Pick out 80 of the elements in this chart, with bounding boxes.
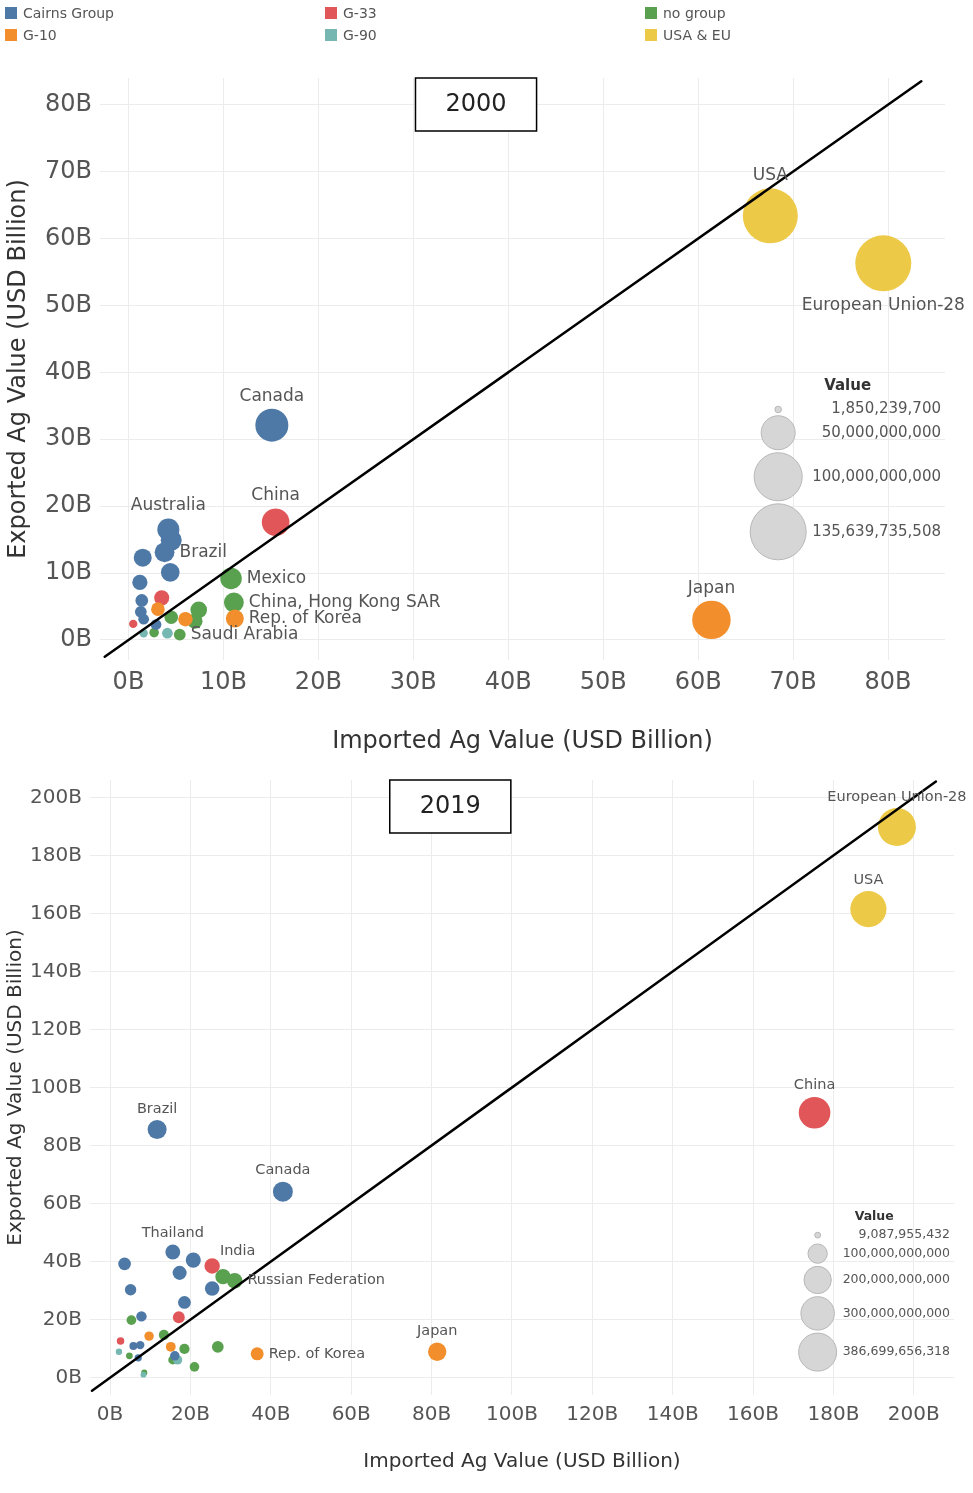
- annotation: USA: [853, 870, 884, 887]
- x-tick-label: 100B: [486, 1401, 538, 1426]
- annotation: Value: [824, 376, 872, 395]
- y-tick-label: 140B: [30, 957, 82, 982]
- y-tick-label: 50B: [44, 289, 92, 318]
- legend-label: 9,087,955,432: [858, 1226, 950, 1242]
- annotation: Brazil: [136, 1099, 178, 1116]
- annotation: Value: [854, 1207, 894, 1223]
- x-tick-label: 50B: [579, 666, 627, 695]
- annotation: Canada: [255, 1161, 311, 1178]
- annotation: China: [793, 1076, 836, 1093]
- annotation: Canada: [239, 384, 305, 405]
- text: 2000: [445, 88, 507, 117]
- x-tick-label: 10B: [199, 666, 247, 695]
- y-tick-label: 60B: [42, 1189, 82, 1214]
- x-tick-label: 80B: [412, 1401, 452, 1426]
- y-tick-label: 20B: [42, 1305, 82, 1330]
- x-tick-label: 80B: [864, 666, 912, 695]
- y-tick-label: 80B: [42, 1131, 82, 1156]
- y-tick-label: 0B: [60, 624, 92, 653]
- x-tick-label: 200B: [887, 1401, 940, 1426]
- annotation: Mexico: [246, 566, 307, 587]
- text: 2019: [419, 790, 481, 819]
- x-axis-title: Imported Ag Value (USD Billion): [363, 1448, 681, 1473]
- x-tick-label: 30B: [389, 666, 437, 695]
- legend-label: 200,000,000,000: [842, 1271, 951, 1287]
- legend-label: 50,000,000,000: [821, 422, 941, 441]
- x-axis-title: Imported Ag Value (USD Billion): [332, 725, 713, 754]
- legend-label: G-10: [23, 27, 57, 43]
- y-tick-label: 20B: [44, 490, 92, 519]
- x-tick-label: 160B: [727, 1401, 780, 1426]
- legend-label: 1,850,239,700: [831, 399, 941, 418]
- legend-label: 100,000,000,000: [812, 466, 941, 485]
- y-tick-label: 200B: [30, 783, 82, 808]
- y-tick-label: 80B: [44, 88, 92, 117]
- x-tick-label: 0B: [96, 1401, 124, 1426]
- y-axis-title: Exported Ag Value (USD Billion): [2, 929, 27, 1246]
- y-tick-label: 160B: [30, 899, 82, 924]
- annotation: USA: [752, 164, 789, 185]
- annotation: European Union-28: [801, 294, 965, 315]
- x-tick-label: 40B: [484, 666, 532, 695]
- y-tick-label: 70B: [44, 155, 92, 184]
- y-tick-label: 180B: [30, 841, 82, 866]
- annotation: Japan: [686, 576, 736, 597]
- y-tick-label: 40B: [42, 1247, 82, 1272]
- y-tick-label: 30B: [44, 423, 92, 452]
- annotation: Australia: [130, 494, 206, 515]
- x-tick-label: 40B: [251, 1401, 291, 1426]
- annotation: Rep. of Korea: [268, 1344, 366, 1361]
- legend-label: G-33: [343, 5, 377, 21]
- x-tick-label: 20B: [294, 666, 342, 695]
- legend-label: 386,699,656,318: [842, 1343, 951, 1359]
- x-tick-label: 70B: [769, 666, 817, 695]
- annotation: India: [219, 1241, 256, 1258]
- annotation: Japan: [415, 1322, 458, 1339]
- x-tick-label: 60B: [674, 666, 722, 695]
- annotation: Russian Federation: [247, 1271, 386, 1288]
- y-tick-label: 120B: [30, 1015, 82, 1040]
- y-tick-label: 0B: [55, 1363, 82, 1388]
- legend-label: USA & EU: [663, 27, 731, 43]
- x-tick-label: 120B: [566, 1401, 619, 1426]
- x-tick-label: 60B: [331, 1401, 371, 1426]
- legend-label: G-90: [343, 27, 377, 43]
- legend-label: Cairns Group: [23, 5, 114, 21]
- annotation: Thailand: [140, 1224, 204, 1241]
- y-axis-title: Exported Ag Value (USD Billion): [2, 179, 31, 559]
- annotation: China: [251, 484, 300, 505]
- legend-label: no group: [663, 5, 726, 21]
- legend-label: 100,000,000,000: [842, 1244, 951, 1260]
- x-tick-label: 0B: [112, 666, 145, 695]
- y-tick-label: 100B: [30, 1073, 82, 1098]
- y-tick-label: 10B: [44, 557, 92, 586]
- x-tick-label: 180B: [807, 1401, 860, 1426]
- legend-label: 135,639,735,508: [812, 521, 941, 540]
- x-tick-label: 140B: [646, 1401, 699, 1426]
- y-tick-label: 40B: [44, 356, 92, 385]
- x-tick-label: 20B: [170, 1401, 211, 1426]
- annotation: Brazil: [179, 540, 227, 561]
- legend-label: 300,000,000,000: [842, 1304, 951, 1320]
- y-tick-label: 60B: [44, 222, 92, 251]
